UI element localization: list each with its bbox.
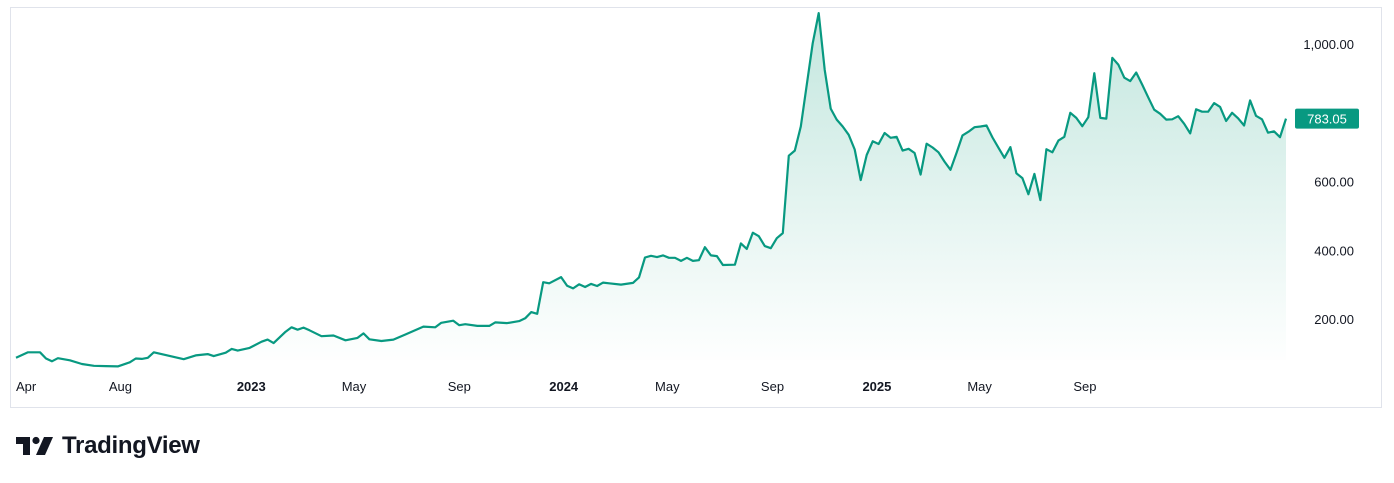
last-price-badge-bg [1295, 108, 1359, 129]
tradingview-logo-icon [16, 436, 53, 455]
x-tick-label: May [342, 379, 367, 394]
price-area-fill [16, 13, 1286, 367]
x-tick-label: 2025 [862, 379, 891, 394]
y-tick-label: 200.00 [1314, 312, 1354, 327]
x-tick-label: Sep [448, 379, 471, 394]
chart-panel[interactable]: 200.00 400.00 600.00 1,000.00 Apr Aug 2023 May… [10, 7, 1382, 408]
last-price-badge: 783.05 [1295, 108, 1359, 129]
x-tick-label: 2024 [549, 379, 579, 394]
x-tick-label: Aug [109, 379, 132, 394]
y-tick-label: 1,000.00 [1303, 37, 1354, 52]
x-tick-label: Sep [761, 379, 784, 394]
brand[interactable]: TradingView [16, 430, 200, 462]
x-tick-label: May [655, 379, 680, 394]
x-tick-label: Sep [1073, 379, 1096, 394]
y-tick-label: 400.00 [1314, 243, 1354, 258]
x-tick-label: May [967, 379, 992, 394]
price-line-series [15, 12, 1288, 368]
y-axis: 200.00 400.00 600.00 1,000.00 [1303, 37, 1354, 327]
brand-name: TradingView [62, 432, 200, 459]
x-tick-label: 2023 [237, 379, 266, 394]
x-axis: Apr Aug 2023 May Sep 2024 May Sep 2025 May Sep [16, 379, 1096, 394]
last-price-label: 783.05 [1307, 112, 1347, 127]
x-tick-label: Apr [16, 379, 37, 394]
y-tick-label: 600.00 [1314, 175, 1354, 190]
price-chart[interactable]: 200.00 400.00 600.00 1,000.00 Apr Aug 2023 May… [11, 8, 1383, 409]
